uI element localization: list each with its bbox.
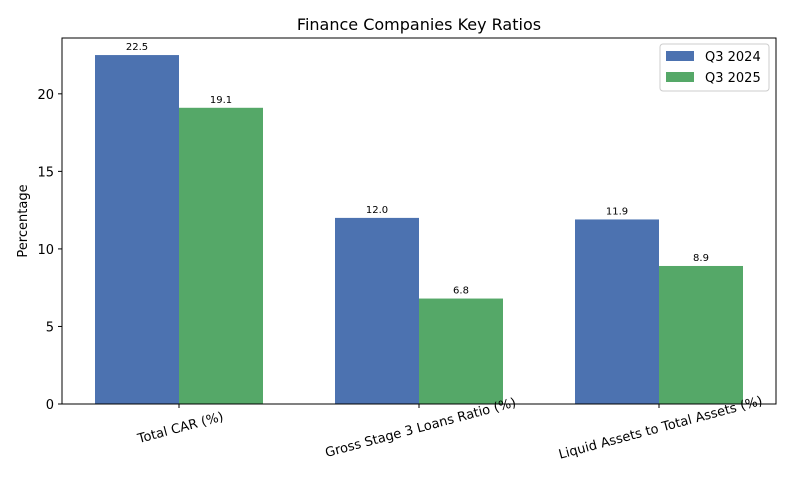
y-tick-label: 15 — [37, 165, 54, 180]
bar — [575, 219, 659, 404]
bar-value-label: 12.0 — [366, 205, 388, 216]
y-tick-label: 0 — [46, 398, 54, 413]
plot-frame — [61, 37, 777, 405]
bar-value-label: 19.1 — [210, 95, 232, 106]
x-tick-label: Gross Stage 3 Loans Ratio (%) — [324, 396, 518, 461]
bar — [659, 265, 743, 404]
bar — [419, 298, 503, 404]
bar — [179, 107, 263, 404]
bar-value-label: 8.9 — [693, 253, 709, 264]
legend-swatch-q3-2025 — [666, 72, 694, 82]
y-tick-label: 10 — [37, 243, 54, 258]
x-tick-label: Total CAR (%) — [135, 410, 225, 448]
bar-value-label: 22.5 — [126, 42, 148, 53]
legend-label-q3-2025: Q3 2025 — [705, 71, 761, 86]
y-axis-label: Percentage — [16, 184, 31, 257]
y-tick-label: 5 — [46, 320, 54, 335]
legend: Q3 2024 Q3 2025 — [659, 43, 770, 92]
bar — [335, 217, 419, 404]
legend-label-q3-2024: Q3 2024 — [705, 50, 761, 65]
bar — [95, 55, 179, 404]
chart-title: Finance Companies Key Ratios — [297, 15, 541, 34]
legend-swatch-q3-2024 — [666, 51, 694, 61]
bar-value-label: 6.8 — [453, 286, 469, 297]
bar-value-label: 11.9 — [606, 206, 628, 217]
y-tick-label: 20 — [37, 88, 54, 103]
